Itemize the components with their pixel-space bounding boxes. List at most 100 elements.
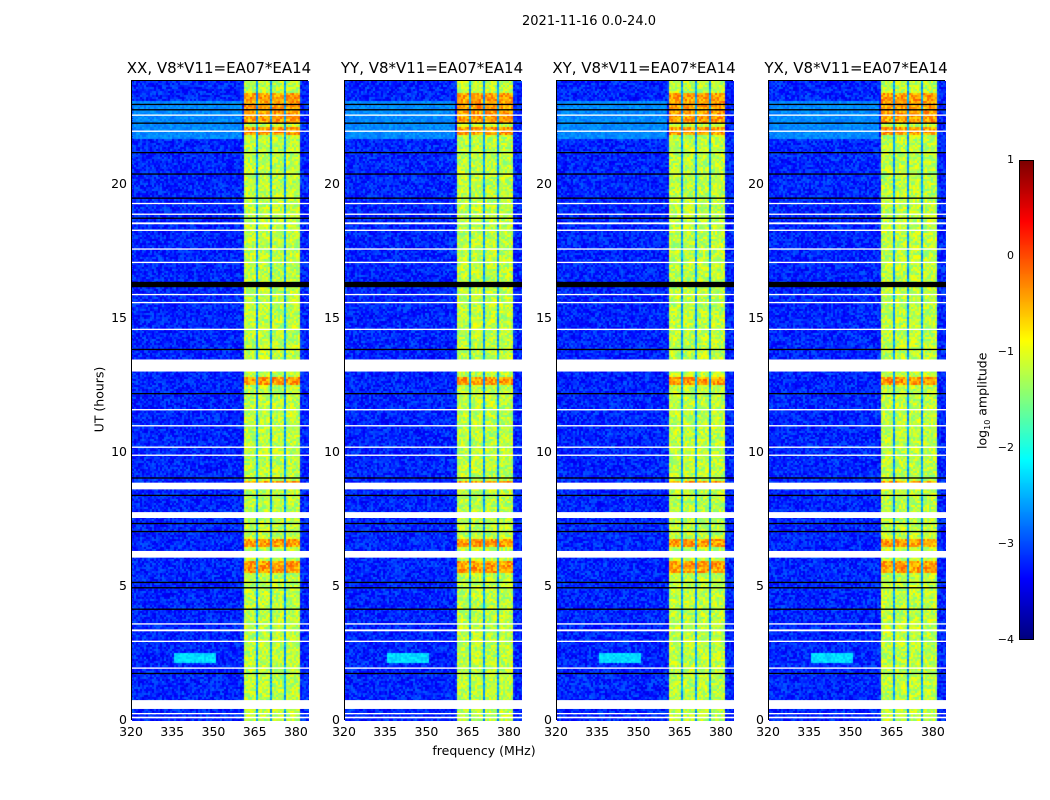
flagged-row-black [132, 281, 309, 288]
flagged-row-black [769, 581, 946, 584]
y-tick-label: 15 [536, 310, 552, 326]
flagged-row-white [557, 550, 734, 558]
flagged-row-black [132, 122, 309, 124]
heatmap-cells [132, 81, 309, 721]
flagged-row-white [769, 328, 946, 331]
flagged-row-white [345, 446, 522, 448]
flagged-row-black [345, 348, 522, 351]
x-tick-label: 380 [708, 724, 733, 739]
x-tick-label: 365 [242, 724, 267, 739]
x-tick-label: 350 [414, 724, 439, 739]
x-tick-label: 380 [496, 724, 521, 739]
x-tick-label: 380 [920, 724, 945, 739]
flagged-row-white [345, 130, 522, 132]
flagged-row-white [557, 425, 734, 427]
flagged-row-white [345, 716, 522, 719]
flagged-row-white [769, 629, 946, 632]
x-tick-label: 365 [667, 724, 692, 739]
flagged-row-black [557, 608, 734, 610]
flagged-row-black [132, 103, 309, 106]
flagged-row-black [132, 217, 309, 219]
flagged-row-black [557, 197, 734, 199]
flagged-row-black [557, 587, 734, 589]
flagged-row-black [769, 522, 946, 525]
flagged-row-white [769, 640, 946, 643]
flagged-row-black [132, 522, 309, 525]
flagged-row-black [345, 109, 522, 111]
x-tick-label: 320 [544, 724, 568, 739]
flagged-row-black [132, 173, 309, 175]
flagged-row-black [769, 109, 946, 111]
flagged-row-black [557, 672, 734, 675]
flagged-row-black [769, 197, 946, 199]
flagged-row-black [132, 608, 309, 610]
flagged-row-white [132, 454, 309, 456]
flagged-row-black [132, 197, 309, 199]
colorbar-gradient [1020, 161, 1033, 639]
x-tick-label: 335 [373, 724, 398, 739]
flagged-row-black [557, 173, 734, 175]
flagged-row-black [557, 494, 734, 497]
flagged-row-white [557, 261, 734, 264]
flagged-row-white [769, 222, 946, 225]
flagged-row-white [557, 512, 734, 519]
colorbar-tick-label: −4 [997, 633, 1014, 646]
flagged-row-white [557, 712, 734, 715]
flagged-row-white [769, 114, 946, 116]
y-tick-label: 20 [324, 176, 340, 192]
flagged-row-white [769, 550, 946, 558]
x-tick-label: 320 [332, 724, 356, 739]
colorbar [1019, 160, 1034, 640]
flagged-row-white [769, 248, 946, 250]
flagged-row-black [132, 109, 309, 111]
flagged-row-white [557, 409, 734, 411]
flagged-row-black [557, 530, 734, 533]
flagged-row-white [769, 716, 946, 719]
flagged-row-black [557, 281, 734, 288]
panel-title: XY, V8*V11=EA07*EA14 [552, 59, 736, 77]
flagged-row-white [132, 248, 309, 250]
flagged-row-black [557, 581, 734, 584]
flagged-row-white [557, 700, 734, 709]
y-tick-label: 20 [748, 176, 764, 192]
flagged-row-white [132, 482, 309, 490]
flagged-row-white [557, 629, 734, 632]
y-tick-label: 5 [119, 578, 127, 594]
flagged-row-white [769, 130, 946, 132]
y-tick-label: 5 [544, 578, 552, 594]
flagged-row-white [769, 409, 946, 411]
flagged-row-black [132, 392, 309, 395]
flagged-row-white [132, 229, 309, 231]
flagged-row-white [345, 328, 522, 331]
flagged-row-black [769, 348, 946, 351]
flagged-row-white [132, 301, 309, 304]
flagged-row-black [557, 522, 734, 525]
y-axis-label: UT (hours) [91, 366, 107, 433]
y-tick-label: 5 [332, 578, 340, 594]
flagged-row-white [132, 409, 309, 411]
flagged-row-white [132, 629, 309, 632]
flagged-row-white [132, 512, 309, 519]
x-tick-label: 365 [879, 724, 904, 739]
flagged-row-white [345, 229, 522, 231]
y-tick-label: 0 [332, 712, 340, 727]
flagged-row-black [345, 281, 522, 288]
flagged-row-white [557, 446, 734, 448]
flagged-row-black [345, 522, 522, 525]
flagged-row-white [132, 359, 309, 372]
flagged-row-white [769, 446, 946, 448]
figure-title: 2021-11-16 0.0-24.0 [522, 14, 656, 29]
flagged-row-white [132, 202, 309, 205]
flagged-row-white [345, 222, 522, 225]
flagged-row-white [132, 114, 309, 116]
flagged-row-white [345, 623, 522, 625]
flagged-row-white [132, 550, 309, 558]
flagged-row-black [132, 581, 309, 584]
panel-title: YX, V8*V11=EA07*EA14 [764, 59, 948, 77]
flagged-row-white [557, 301, 734, 304]
flagged-row-white [345, 248, 522, 250]
flagged-row-white [132, 446, 309, 448]
flagged-row-white [132, 716, 309, 719]
flagged-row-white [345, 293, 522, 296]
